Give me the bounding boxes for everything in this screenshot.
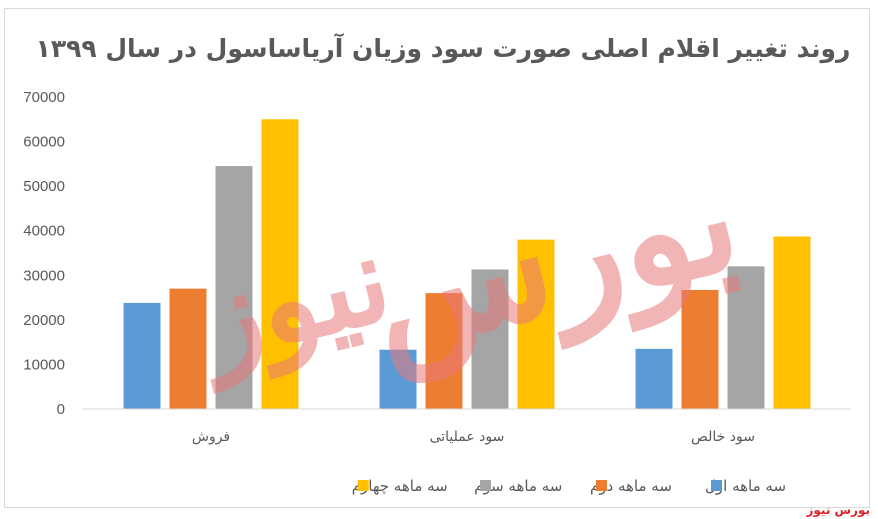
bar	[425, 293, 463, 409]
bar	[517, 239, 555, 409]
y-tick-label: 20000	[23, 312, 65, 329]
y-tick-label: 0	[57, 401, 65, 418]
bar	[379, 349, 417, 409]
legend-swatch	[480, 480, 492, 491]
legend-label: سه ماهه اول	[705, 477, 786, 495]
legend-swatch	[711, 480, 722, 491]
bar	[261, 119, 299, 410]
bar	[215, 166, 253, 409]
x-tick-label: سود عملیاتی	[430, 429, 505, 445]
y-tick-label: 40000	[23, 223, 65, 240]
bar	[123, 302, 161, 409]
y-tick-label: 60000	[23, 134, 65, 151]
bar	[681, 289, 719, 409]
y-tick-label: 30000	[23, 267, 65, 284]
legend-swatch	[595, 480, 607, 491]
y-tick-label: 50000	[23, 178, 65, 195]
bar	[727, 266, 765, 409]
y-tick-label: 10000	[23, 356, 65, 373]
bar	[169, 288, 207, 409]
y-tick-label: 70000	[23, 89, 65, 106]
bar	[471, 269, 509, 409]
legend-label: سه ماهه سوم	[474, 477, 562, 495]
bar	[635, 348, 673, 409]
legend-label: سه ماهه دوم	[590, 477, 672, 495]
bar	[773, 236, 811, 409]
x-axis: فروش سود عملیاتی سود خالص	[192, 429, 755, 445]
chart-frame: روند تغییر اقلام اصلی صورت سود وزیان آری…	[4, 8, 870, 508]
chart-title: روند تغییر اقلام اصلی صورت سود وزیان آری…	[36, 33, 851, 64]
x-tick-label: سود خالص	[691, 429, 755, 445]
bars	[123, 119, 811, 410]
x-tick-label: فروش	[192, 429, 230, 445]
y-axis: 0 10000 20000 30000 40000 50000 60000 70000	[23, 89, 65, 418]
legend-swatch	[357, 480, 369, 491]
legend: سه ماهه اول سه ماهه دوم سه ماهه سوم سه ماهه…	[352, 477, 786, 495]
watermark-text-bottom: نیوز	[179, 207, 405, 394]
bar-chart: روند تغییر اقلام اصلی صورت سود وزیان آری…	[23, 33, 851, 495]
legend-label: سه ماهه چهارم	[352, 477, 448, 495]
source-label: بورس نیوز	[806, 503, 870, 517]
